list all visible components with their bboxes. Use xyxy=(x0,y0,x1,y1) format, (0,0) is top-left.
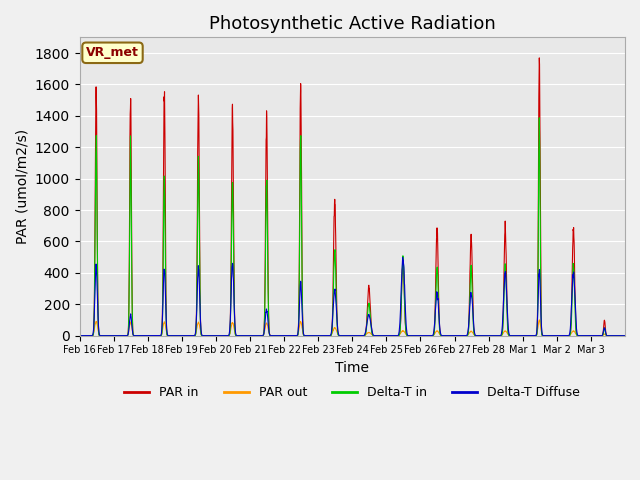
X-axis label: Time: Time xyxy=(335,361,369,375)
Y-axis label: PAR (umol/m2/s): PAR (umol/m2/s) xyxy=(15,129,29,244)
Legend: PAR in, PAR out, Delta-T in, Delta-T Diffuse: PAR in, PAR out, Delta-T in, Delta-T Dif… xyxy=(120,381,585,404)
Title: Photosynthetic Active Radiation: Photosynthetic Active Radiation xyxy=(209,15,495,33)
Text: VR_met: VR_met xyxy=(86,46,139,60)
